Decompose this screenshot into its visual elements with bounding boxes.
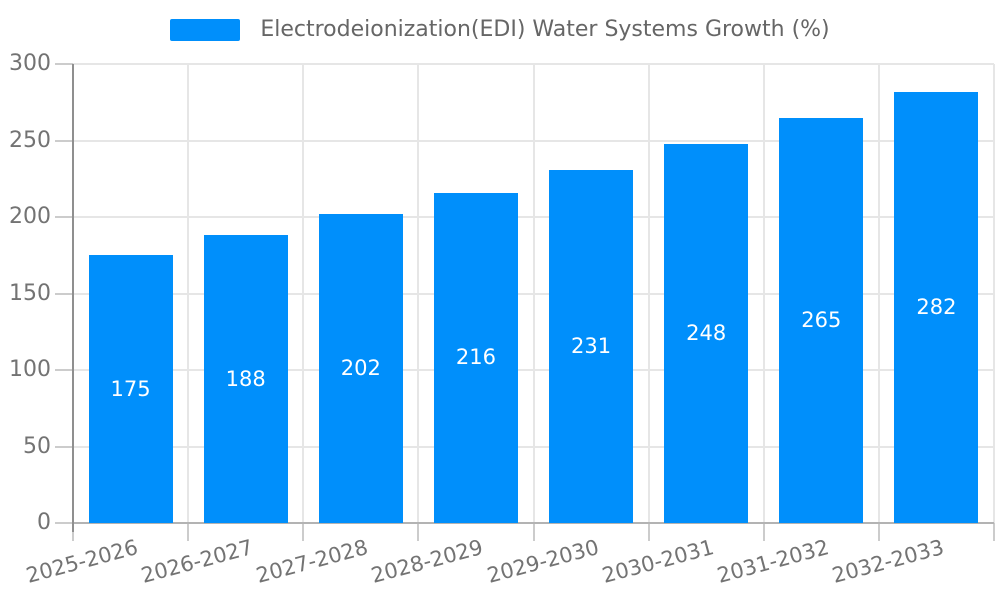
bar-value-label: 175 [110,376,151,401]
bar-value-label: 265 [801,307,842,332]
x-axis-tick [417,523,420,541]
y-tick-label: 250 [9,127,51,153]
bar: 231 [549,169,634,523]
x-tick-label: 2028-2029 [369,535,486,588]
y-axis-tick [55,139,73,142]
y-axis-line [72,64,74,532]
bar-value-label: 202 [340,355,381,380]
x-axis-tick [72,523,74,541]
y-axis-tick [55,292,73,295]
bar: 265 [779,117,864,523]
y-tick-label: 150 [9,280,51,306]
x-tick-label: 2025-2026 [23,535,141,588]
x-gridline [302,64,305,523]
x-gridline [993,64,995,523]
bar-value-label: 216 [455,345,496,370]
legend-label: Electrodeionization(EDI) Water Systems G… [260,17,830,42]
x-axis-tick [302,523,305,541]
x-tick-label: 2027-2028 [253,535,371,588]
y-axis-tick [55,445,73,448]
bar: 202 [318,213,403,523]
x-gridline [877,64,880,523]
bar-value-label: 282 [916,294,957,319]
x-axis-tick [647,523,650,541]
bar: 248 [664,143,749,523]
x-tick-label: 2031-2032 [714,535,832,588]
x-gridline [762,64,765,523]
bar-value-label: 248 [686,320,727,345]
x-axis-tick [993,523,995,541]
x-tick-label: 2032-2033 [829,535,947,588]
bar-value-label: 231 [571,333,612,358]
x-axis-line [73,522,994,524]
bar: 282 [894,91,979,523]
legend-item[interactable]: Electrodeionization(EDI) Water Systems G… [170,17,830,42]
bar: 216 [433,192,518,523]
x-axis-tick [877,523,880,541]
x-axis-tick [532,523,535,541]
x-gridline [187,64,190,523]
y-tick-label: 200 [9,204,51,229]
y-tick-label: 300 [9,51,51,76]
bar: 175 [88,255,173,523]
x-gridline [647,64,650,523]
bar-value-label: 188 [225,366,266,391]
x-tick-label: 2026-2027 [138,535,256,588]
x-gridline [417,64,420,523]
y-axis-tick [55,369,73,371]
bar: 188 [203,235,288,523]
y-tick-label: 100 [9,357,51,382]
y-tick-label: 0 [37,510,51,535]
x-axis-tick [762,523,765,541]
y-axis-tick [55,63,73,65]
y-tick-label: 50 [23,433,51,459]
y-axis-tick [55,522,73,524]
x-tick-label: 2030-2031 [599,535,717,588]
x-tick-label: 2029-2030 [484,535,602,588]
y-axis-tick [55,216,73,218]
x-gridline [532,64,535,523]
legend-swatch-icon [170,19,241,41]
legend: Electrodeionization(EDI) Water Systems G… [0,18,1000,42]
x-axis-tick [187,523,190,541]
